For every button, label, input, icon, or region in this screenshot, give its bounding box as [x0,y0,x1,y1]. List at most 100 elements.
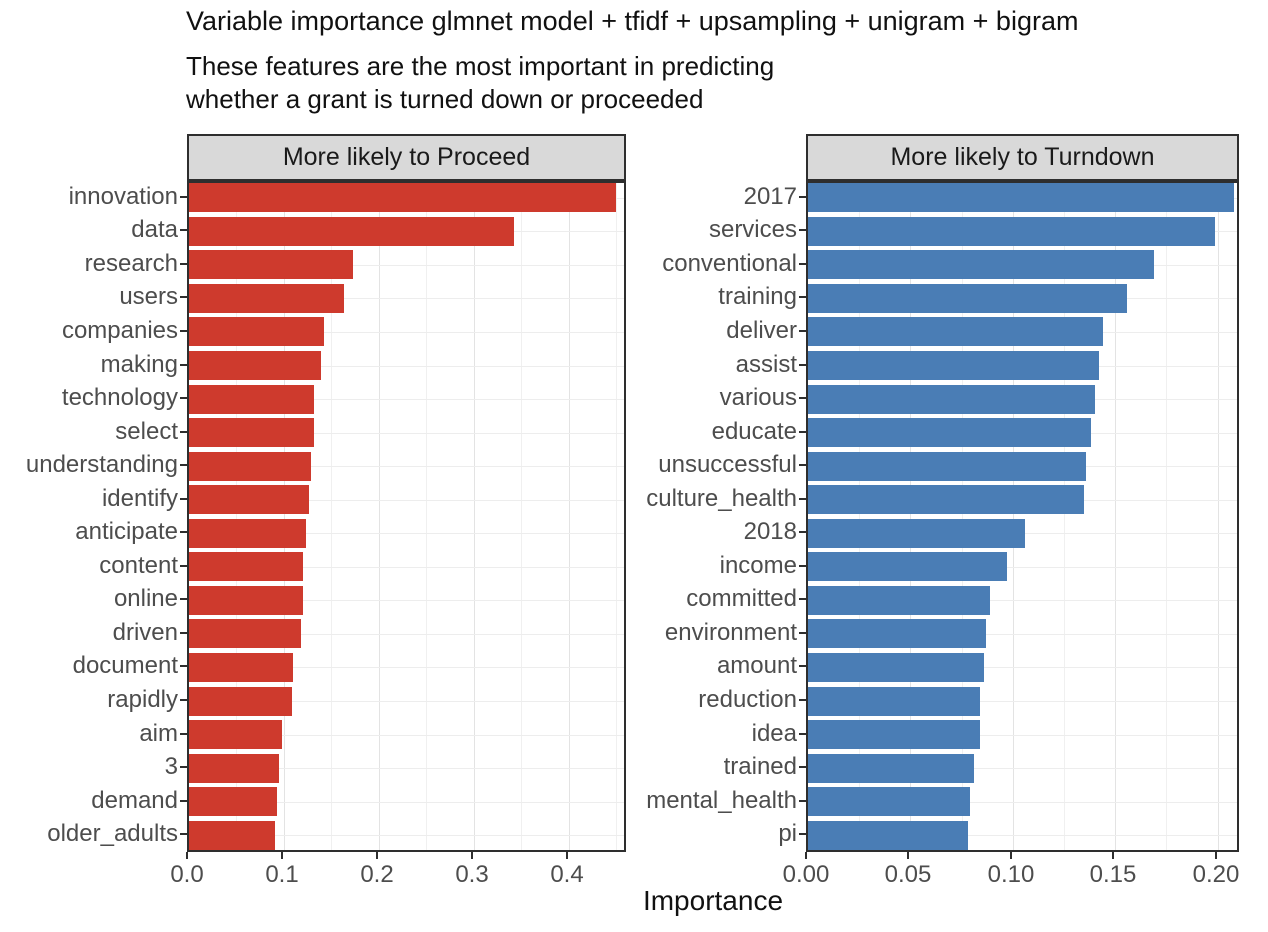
bar [808,754,974,783]
y-axis-tick [180,665,187,667]
gridline-row [189,332,624,333]
bar [189,317,324,346]
x-tick-label: 0.1 [265,861,299,888]
y-axis-tick [799,330,806,332]
category-label: understanding [25,451,178,478]
y-axis-tick [180,766,187,768]
x-tick-label: 0.4 [550,861,584,888]
gridline-row [189,835,624,836]
gridline-row [808,667,1237,668]
bar [808,687,980,716]
x-axis-tick [566,852,568,859]
bar [189,687,292,716]
facet-panel [187,181,626,852]
bar [189,183,616,212]
x-tick-label: 0.0 [170,861,204,888]
gridline-row [189,533,624,534]
gridline-minor [1064,183,1065,850]
category-label: environment [664,619,797,646]
bar [808,284,1127,313]
facet-strip: More likely to Turndown [806,134,1239,181]
y-axis-tick [180,196,187,198]
y-axis-tick [799,598,806,600]
gridline-row [808,701,1237,702]
gridline-major [474,183,475,850]
gridline-row [808,567,1237,568]
gridline-minor [521,183,522,850]
y-axis-tick [180,364,187,366]
category-label: users [119,283,178,310]
x-tick-label: 0.10 [987,861,1035,888]
bar [808,452,1086,481]
gridline-minor [331,183,332,850]
facet-strip: More likely to Proceed [187,134,626,181]
gridline-row [189,500,624,501]
bar [189,619,301,648]
category-label: data [131,216,178,243]
gridline-major [379,183,380,850]
y-axis-tick [799,498,806,500]
category-label: mental_health [646,787,797,814]
bar [189,217,514,246]
gridline-major [284,183,285,850]
x-tick-label: 0.3 [455,861,489,888]
category-label: 2017 [743,183,797,210]
y-axis-tick [799,364,806,366]
chart-title: Variable importance glmnet model + tfidf… [186,6,1079,36]
category-label: driven [112,619,178,646]
y-axis-tick [799,196,806,198]
gridline-minor [962,183,963,850]
bar [808,250,1154,279]
category-label: amount [716,652,797,679]
gridline-major [1115,183,1116,850]
y-axis-tick [180,632,187,634]
y-axis-tick [180,431,187,433]
gridline-row [808,768,1237,769]
gridline-minor [859,183,860,850]
y-axis-tick [799,397,806,399]
y-axis-tick [799,431,806,433]
category-label: 3 [164,753,178,780]
x-axis-tick [1112,852,1114,859]
category-label: various [719,384,797,411]
y-axis-tick [180,263,187,265]
bar [189,452,311,481]
bar [808,552,1007,581]
gridline-minor [1166,183,1167,850]
x-tick-label: 0.05 [884,861,932,888]
category-label: innovation [68,183,178,210]
category-label: companies [61,317,178,344]
bar [189,418,314,447]
x-axis-tick [471,852,473,859]
facet-panel [806,181,1239,852]
bar [189,519,306,548]
category-label: research [84,250,178,277]
y-axis-tick [799,464,806,466]
y-axis-tick [799,766,806,768]
bar [189,385,314,414]
gridline-row [189,802,624,803]
category-label: educate [711,418,797,445]
bar [808,385,1095,414]
bar [808,821,968,850]
bar [808,720,980,749]
category-label: aim [139,720,178,747]
y-axis-tick [180,229,187,231]
bar [808,485,1084,514]
y-axis-tick [799,733,806,735]
bar [808,787,970,816]
facet-strip-label: More likely to Proceed [282,143,531,171]
bar [808,519,1025,548]
y-axis-tick [180,699,187,701]
category-label: older_adults [47,820,178,847]
bar [189,821,275,850]
gridline-row [189,399,624,400]
gridline-row [189,567,624,568]
x-tick-label: 0.20 [1192,861,1240,888]
gridline-row [189,298,624,299]
y-axis-tick [799,800,806,802]
category-label: unsuccessful [658,451,797,478]
y-axis-tick [180,397,187,399]
y-axis-tick [180,598,187,600]
